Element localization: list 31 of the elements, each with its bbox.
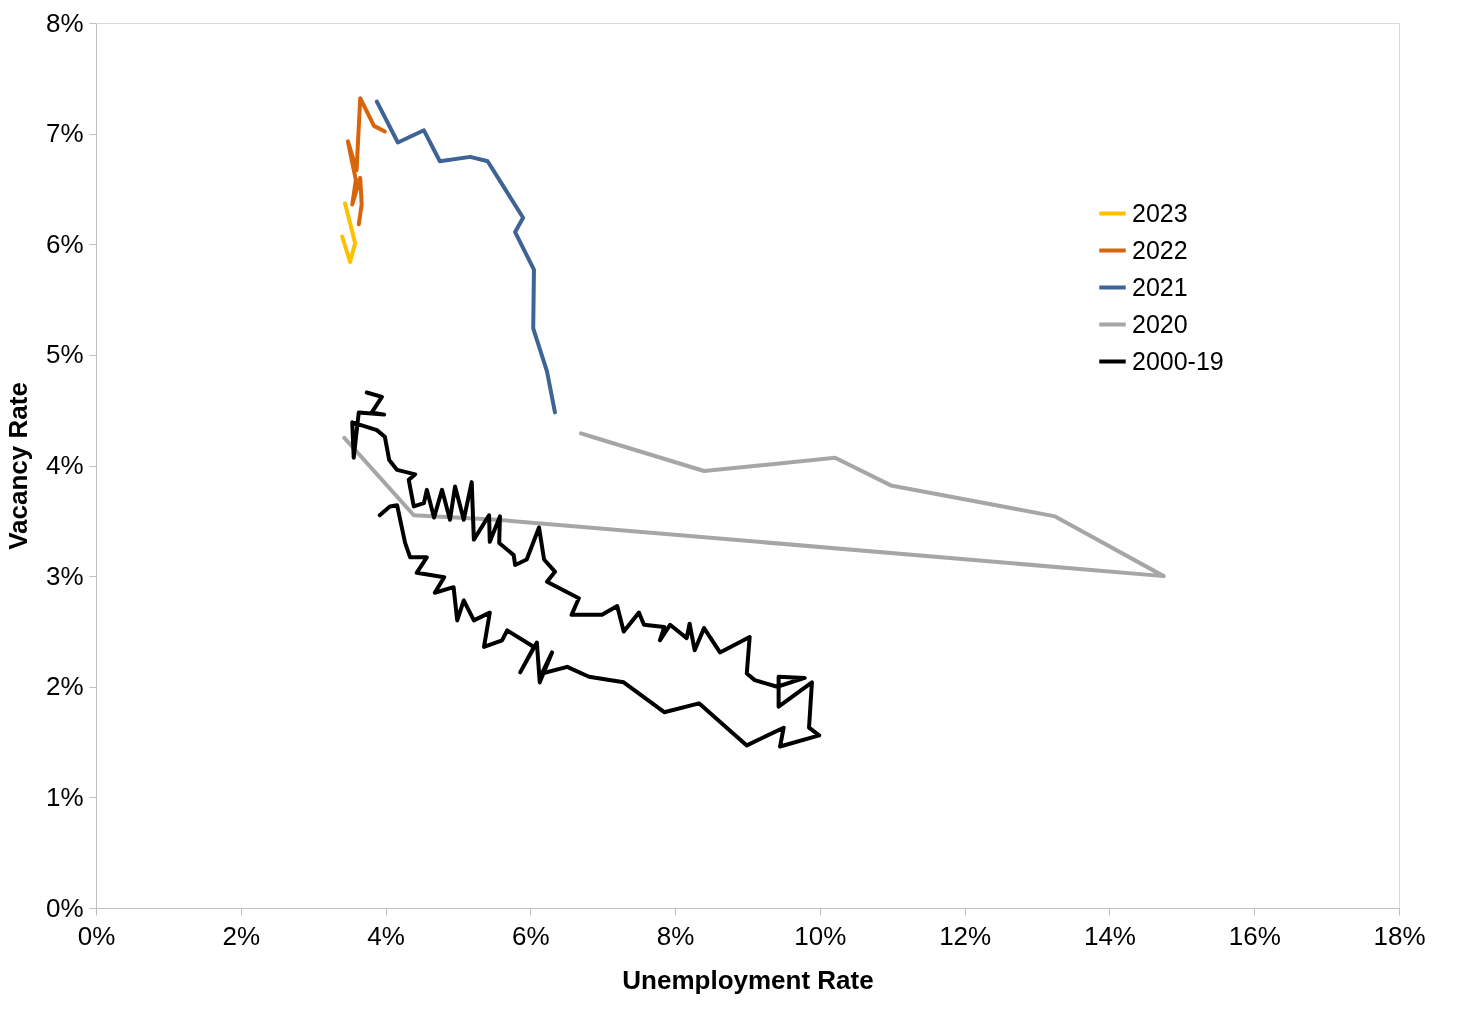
y-tick-label: 3% bbox=[45, 560, 84, 591]
line-series bbox=[350, 390, 822, 749]
y-tick-label: 4% bbox=[45, 450, 84, 480]
x-tick-label: 8% bbox=[656, 920, 695, 951]
x-tick-label: 18% bbox=[1373, 920, 1426, 951]
legend-label: 2000-19 bbox=[1132, 346, 1224, 375]
legend-label: 2022 bbox=[1132, 235, 1188, 264]
legend-label: 2023 bbox=[1132, 198, 1188, 227]
line-series bbox=[342, 431, 1166, 579]
x-tick-label: 14% bbox=[1083, 920, 1136, 951]
legend-label: 2021 bbox=[1132, 272, 1188, 301]
legend-label: 2020 bbox=[1132, 309, 1188, 338]
x-tick-label: 0% bbox=[77, 920, 116, 951]
x-tick-label: 2% bbox=[222, 920, 261, 951]
line-series bbox=[340, 201, 358, 264]
y-tick-label: 5% bbox=[45, 339, 84, 370]
y-axis-title: Vacancy Rate bbox=[2, 382, 33, 550]
y-tick-label: 7% bbox=[45, 118, 84, 149]
x-tick-label: 6% bbox=[512, 920, 550, 951]
y-tick-label: 6% bbox=[45, 228, 84, 259]
y-tick-label: 1% bbox=[45, 781, 84, 812]
y-tick-label: 0% bbox=[45, 892, 84, 923]
x-tick-label: 4% bbox=[367, 920, 405, 951]
line-series bbox=[374, 99, 557, 415]
x-tick-label: 10% bbox=[794, 920, 847, 951]
x-tick-label: 12% bbox=[939, 920, 992, 951]
y-tick-label: 8% bbox=[45, 7, 84, 38]
x-axis-title: Unemployment Rate bbox=[622, 964, 874, 995]
x-tick-label: 16% bbox=[1228, 920, 1281, 951]
line-series bbox=[345, 96, 387, 227]
y-tick-label: 2% bbox=[45, 671, 84, 702]
